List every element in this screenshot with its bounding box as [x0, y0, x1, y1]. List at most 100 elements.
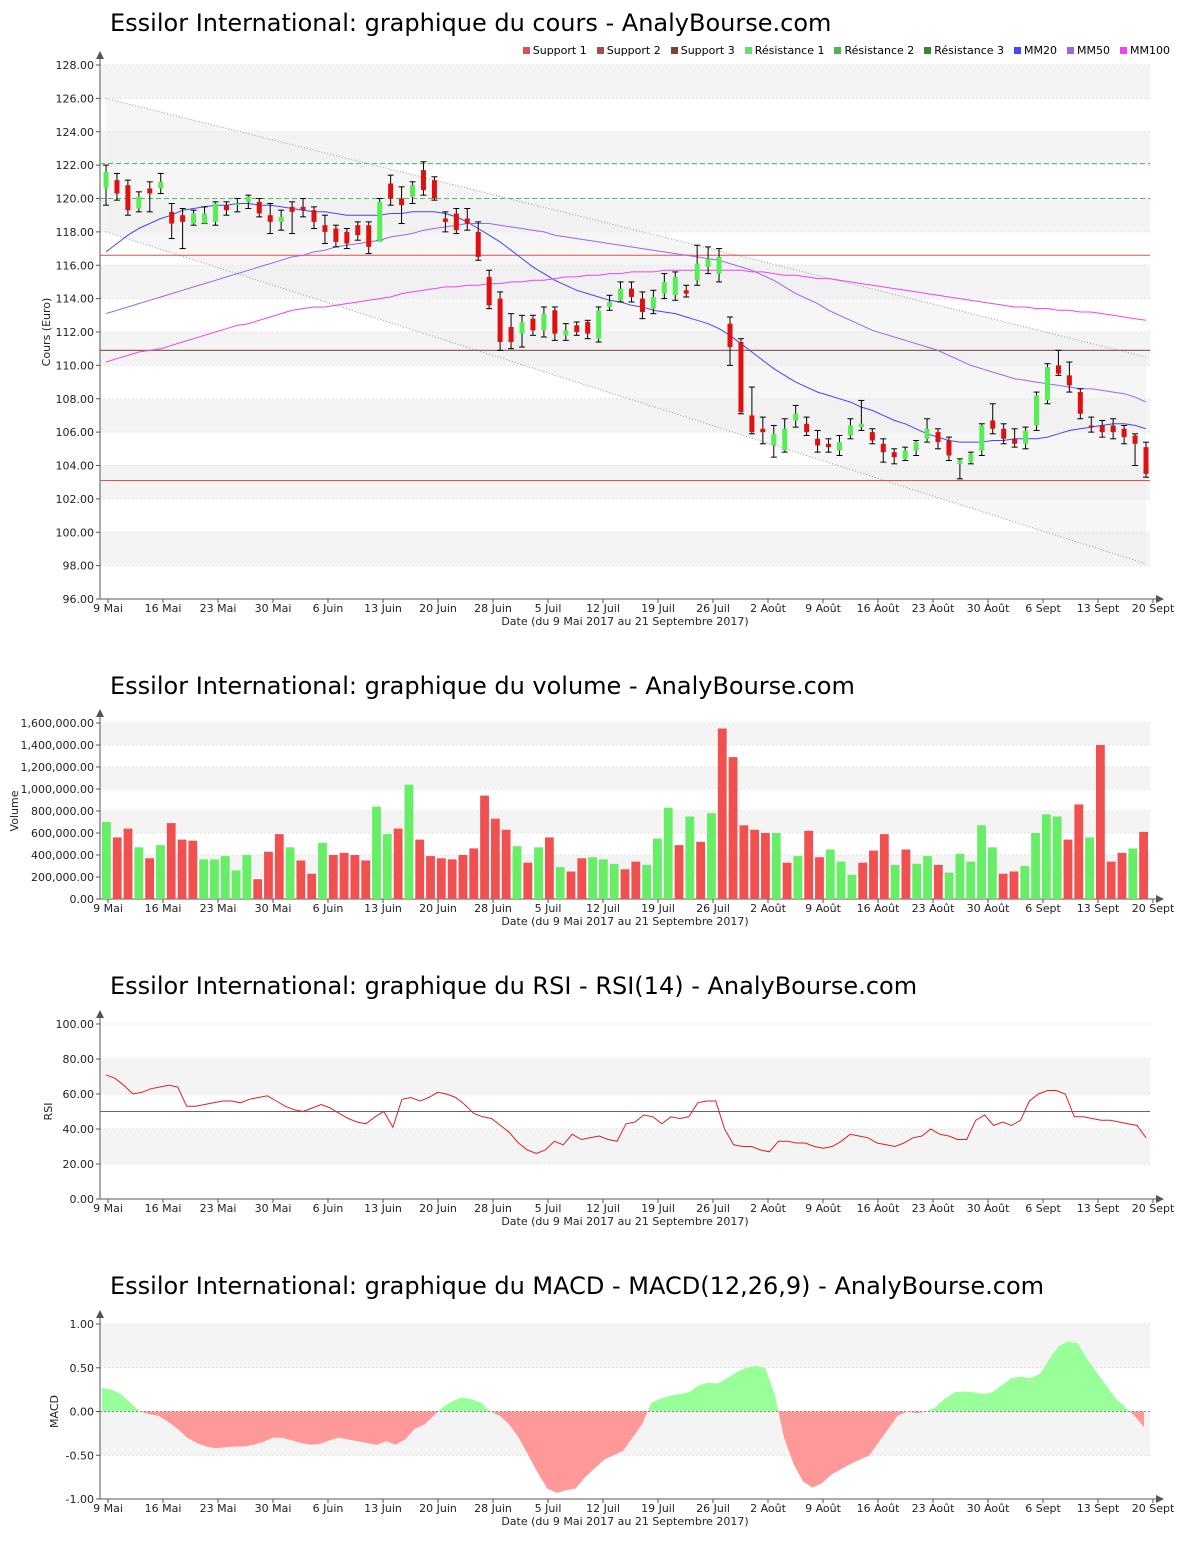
volume-bar	[188, 840, 198, 899]
candle	[158, 181, 164, 189]
candle	[607, 301, 613, 307]
legend-label: Résistance 1	[754, 44, 825, 57]
candle	[891, 452, 897, 458]
x-tick-label: 23 Mai	[200, 1502, 237, 1515]
candle	[431, 180, 437, 199]
volume-bar	[782, 862, 792, 899]
volume-bar	[501, 829, 511, 899]
x-tick-label: 16 Mai	[145, 1502, 182, 1515]
x-axis-arrow	[1156, 1495, 1164, 1503]
x-tick-label: 6 Sept	[1025, 902, 1061, 915]
band	[100, 811, 1150, 833]
moving-average-mm100	[105, 269, 1147, 363]
moving-average-mm50	[105, 223, 1147, 403]
legend-label: Résistance 3	[934, 44, 1005, 57]
x-tick-label: 9 Mai	[93, 602, 123, 615]
x-tick-label: 23 Août	[912, 1502, 956, 1515]
band	[100, 767, 1150, 789]
volume-bar	[534, 847, 543, 899]
candle	[191, 213, 197, 224]
price-chart-title: Essilor International: graphique du cour…	[110, 9, 832, 37]
x-tick-label: 23 Mai	[200, 1202, 237, 1215]
candle	[749, 415, 755, 433]
y-tick-label: 106.00	[56, 426, 95, 439]
volume-bar	[436, 858, 446, 899]
y-tick-label: 108.00	[56, 393, 95, 406]
volume-bar	[231, 870, 241, 899]
candle	[355, 225, 361, 236]
candle	[650, 296, 656, 309]
volume-bar	[112, 837, 122, 899]
candle	[1066, 375, 1072, 386]
volume-bar	[879, 834, 889, 899]
y-tick-label: 80.00	[63, 1053, 95, 1066]
volume-bar	[707, 813, 716, 899]
volume-bar	[404, 784, 414, 899]
candle	[497, 298, 503, 343]
legend-label: MM50	[1077, 44, 1111, 57]
x-tick-label: 9 Août	[805, 902, 842, 915]
macd-negative-area	[490, 1411, 648, 1493]
volume-bar	[415, 839, 425, 899]
volume-bar	[134, 847, 144, 899]
legend-swatch	[834, 47, 842, 54]
volume-bar	[1117, 852, 1127, 899]
candle	[1099, 425, 1105, 433]
volume-bar	[372, 806, 381, 899]
volume-bar	[318, 842, 327, 899]
candle	[815, 438, 821, 446]
x-tick-label: 20 Sept	[1132, 902, 1175, 915]
candle	[563, 330, 569, 336]
volume-bar	[480, 795, 489, 899]
volume-bar	[1095, 745, 1105, 899]
x-tick-label: 20 Sept	[1132, 1502, 1175, 1515]
candle	[223, 205, 229, 211]
rsi-chart: 0.00 20.00 40.00 60.00 80.00 100.00 9 Mai 16 Ma…	[42, 1010, 1175, 1228]
y-tick-label: -1.00	[66, 1493, 94, 1506]
candle	[968, 453, 974, 463]
volume-bar	[1063, 839, 1073, 899]
x-tick-label: 23 Août	[912, 902, 956, 915]
macd-negative-area	[139, 1411, 439, 1449]
y-tick-label: 100.00	[56, 1018, 95, 1031]
volume-bar	[815, 857, 824, 899]
x-axis-arrow	[1156, 1195, 1164, 1203]
x-tick-label: 13 Sept	[1077, 1502, 1120, 1515]
volume-bar	[544, 837, 554, 899]
x-tick-label: 30 Mai	[255, 602, 292, 615]
y-tick-label: 104.00	[56, 460, 95, 473]
candle	[979, 425, 985, 451]
legend-swatch	[670, 47, 678, 54]
candle	[705, 258, 711, 267]
volume-bar	[804, 830, 814, 899]
legend-item: Résistance 2	[834, 44, 914, 57]
y-tick-label: 100.00	[56, 526, 95, 539]
candle	[672, 276, 678, 296]
legend-label: Support 2	[606, 44, 661, 57]
volume-bar	[177, 839, 187, 899]
candle	[760, 428, 766, 433]
x-tick-label: 23 Mai	[200, 902, 237, 915]
x-tick-label: 2 Août	[750, 1202, 787, 1215]
legend-item: Support 2	[596, 44, 661, 57]
x-tick-label: 16 Août	[857, 602, 901, 615]
candle	[410, 185, 416, 197]
candle	[256, 201, 262, 214]
band	[100, 1059, 1150, 1094]
candle	[453, 213, 459, 231]
price-panel: Essilor International: graphique du cour…	[0, 0, 1200, 640]
candle	[694, 263, 700, 281]
volume-bar	[955, 853, 965, 899]
legend-item: Support 1	[522, 44, 587, 57]
candle	[508, 326, 514, 343]
volume-bar	[523, 862, 533, 899]
volume-bar	[1074, 804, 1084, 899]
candle	[826, 443, 832, 448]
band	[100, 1324, 1150, 1368]
channel-lower-line	[105, 231, 1147, 565]
volume-bar	[145, 858, 155, 899]
macd-panel: Essilor International: graphique du MACD…	[0, 1260, 1200, 1550]
x-tick-label: 20 Juin	[419, 602, 457, 615]
x-tick-label: 20 Juin	[419, 1202, 457, 1215]
legend-swatch	[1067, 47, 1075, 54]
